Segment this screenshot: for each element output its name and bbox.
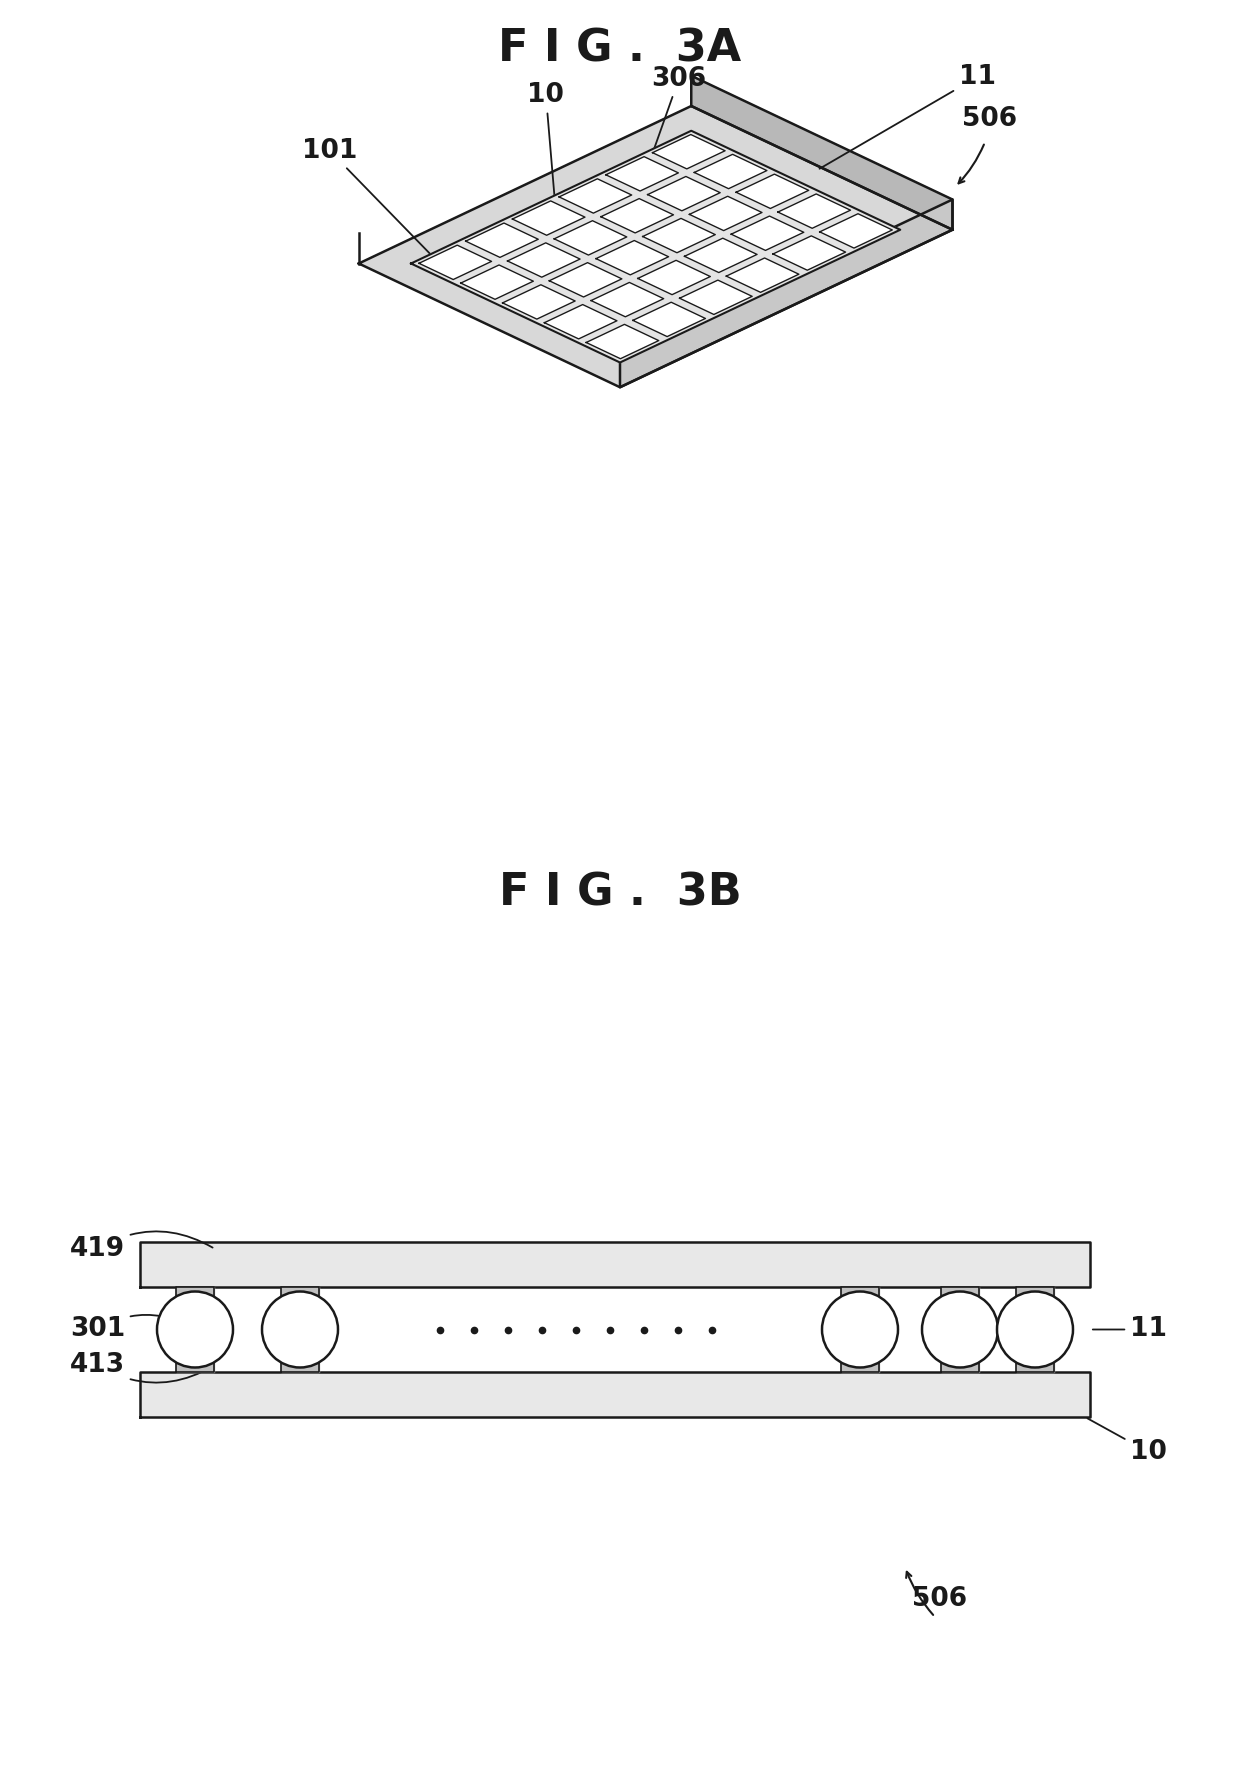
Polygon shape bbox=[941, 1287, 980, 1301]
Polygon shape bbox=[596, 241, 668, 275]
Polygon shape bbox=[732, 216, 804, 250]
Polygon shape bbox=[591, 282, 663, 316]
Text: 306: 306 bbox=[640, 66, 707, 189]
Text: 10: 10 bbox=[527, 82, 564, 211]
Polygon shape bbox=[601, 198, 673, 232]
Polygon shape bbox=[777, 195, 851, 229]
Text: 101: 101 bbox=[301, 138, 438, 261]
Polygon shape bbox=[1016, 1358, 1054, 1372]
Polygon shape bbox=[642, 218, 715, 252]
Polygon shape bbox=[684, 238, 758, 273]
Polygon shape bbox=[691, 75, 952, 231]
Polygon shape bbox=[140, 1242, 1090, 1287]
Circle shape bbox=[822, 1292, 898, 1367]
Polygon shape bbox=[694, 154, 766, 189]
Polygon shape bbox=[820, 214, 893, 248]
Polygon shape bbox=[419, 245, 491, 279]
Polygon shape bbox=[140, 1372, 1090, 1417]
Polygon shape bbox=[281, 1287, 319, 1301]
Text: 419: 419 bbox=[69, 1231, 212, 1262]
Polygon shape bbox=[637, 261, 711, 295]
Polygon shape bbox=[554, 222, 626, 256]
Polygon shape bbox=[544, 304, 618, 340]
Circle shape bbox=[157, 1292, 233, 1367]
Polygon shape bbox=[281, 1358, 319, 1372]
Polygon shape bbox=[549, 263, 621, 297]
Polygon shape bbox=[680, 281, 753, 315]
Text: 506: 506 bbox=[913, 1587, 967, 1612]
Polygon shape bbox=[727, 257, 799, 293]
Polygon shape bbox=[587, 325, 658, 359]
Text: 413: 413 bbox=[69, 1353, 212, 1383]
Polygon shape bbox=[841, 1287, 879, 1301]
Polygon shape bbox=[1016, 1287, 1054, 1301]
Polygon shape bbox=[737, 173, 808, 209]
Polygon shape bbox=[502, 284, 575, 320]
Text: 506: 506 bbox=[962, 105, 1018, 132]
Polygon shape bbox=[652, 134, 725, 170]
Text: F I G .  3A: F I G . 3A bbox=[498, 27, 742, 70]
Polygon shape bbox=[358, 105, 952, 388]
Text: 301: 301 bbox=[69, 1315, 192, 1342]
Circle shape bbox=[923, 1292, 998, 1367]
Polygon shape bbox=[606, 157, 678, 191]
Polygon shape bbox=[176, 1358, 215, 1372]
Polygon shape bbox=[507, 243, 580, 277]
Polygon shape bbox=[773, 236, 846, 270]
Polygon shape bbox=[512, 200, 585, 236]
Polygon shape bbox=[466, 223, 538, 257]
Text: 10: 10 bbox=[1087, 1419, 1167, 1465]
Text: 11: 11 bbox=[1092, 1317, 1167, 1342]
Circle shape bbox=[262, 1292, 339, 1367]
Polygon shape bbox=[941, 1358, 980, 1372]
Text: 11: 11 bbox=[820, 64, 996, 168]
Text: F I G .  3B: F I G . 3B bbox=[498, 872, 742, 915]
Circle shape bbox=[997, 1292, 1073, 1367]
Polygon shape bbox=[689, 197, 761, 231]
Polygon shape bbox=[176, 1287, 215, 1301]
Polygon shape bbox=[410, 130, 900, 363]
Polygon shape bbox=[559, 179, 631, 213]
Polygon shape bbox=[461, 264, 533, 300]
Polygon shape bbox=[632, 302, 706, 336]
Polygon shape bbox=[620, 200, 952, 388]
Polygon shape bbox=[647, 177, 720, 211]
Polygon shape bbox=[841, 1358, 879, 1372]
